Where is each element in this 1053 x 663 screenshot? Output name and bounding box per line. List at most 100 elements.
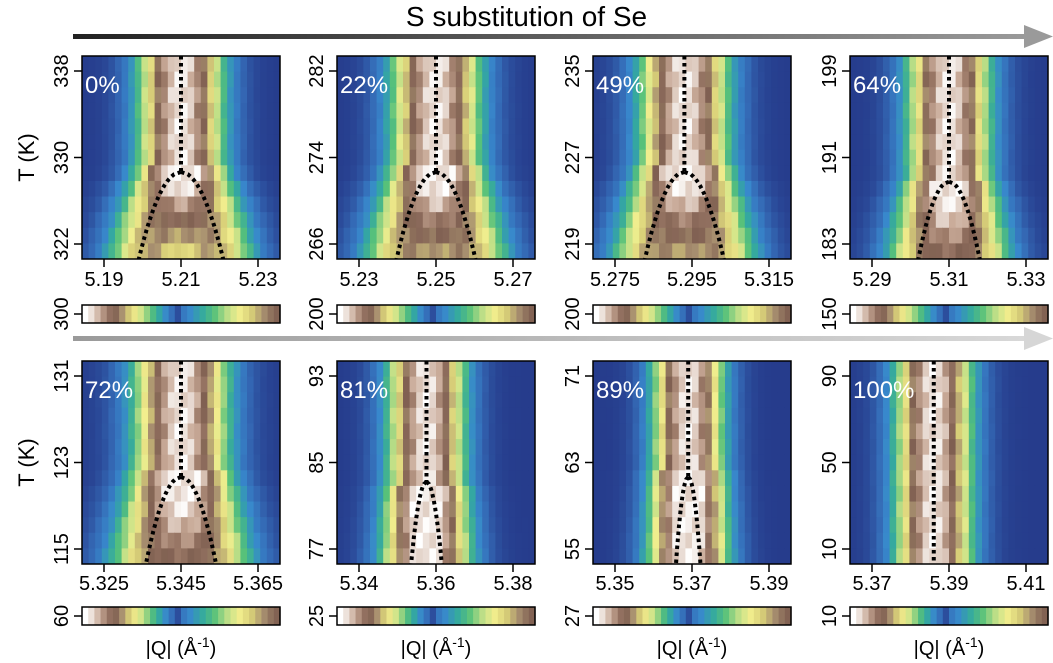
heatmap-cell (350, 517, 358, 534)
heatmap-cell (619, 243, 627, 259)
heatmap-cell (260, 71, 268, 88)
heatmap-cell (396, 56, 404, 73)
heatmap-cell (260, 423, 268, 440)
heatmap-cell (725, 470, 733, 487)
heatmap-cell (935, 165, 943, 182)
heatmap-cell (436, 212, 444, 229)
heatmap-cell (850, 423, 858, 440)
heatmap-cell (685, 517, 693, 534)
heatmap-cell (128, 423, 136, 440)
colorbar-segment (973, 305, 981, 323)
heatmap-cell (161, 87, 169, 104)
y-tick-label: 191 (819, 141, 841, 174)
heatmap-cell (758, 532, 766, 549)
heatmap-cell (916, 501, 924, 518)
heatmap-cell (850, 485, 858, 503)
heatmap-cell (889, 470, 897, 487)
heatmap-cell (771, 361, 779, 378)
heatmap-cell (665, 517, 673, 534)
heatmap-cell (101, 485, 109, 503)
heatmap-cell (273, 454, 280, 471)
colorbar-segment (766, 607, 774, 625)
heatmap-cell (422, 149, 430, 166)
heatmap-cell (1041, 407, 1048, 425)
heatmap-cell (389, 212, 397, 229)
heatmap-cell (869, 517, 877, 534)
heatmap-cell (528, 180, 535, 198)
heatmap-cell (705, 243, 713, 259)
heatmap-cell (515, 423, 523, 440)
heatmap-cell (337, 392, 345, 409)
heatmap-cell (639, 134, 647, 151)
heatmap-cell (1008, 134, 1016, 151)
heatmap-cell (678, 532, 686, 549)
heatmap-cell (1041, 118, 1048, 135)
heatmap-cell (88, 361, 96, 378)
heatmap-cell (383, 361, 391, 378)
heatmap-cell (194, 56, 202, 73)
heatmap-cell (876, 149, 884, 166)
heatmap-cell (1001, 87, 1009, 104)
heatmap-cell (115, 392, 123, 409)
heatmap-cell (101, 118, 109, 135)
heatmap-cell (606, 470, 614, 487)
heatmap-cell (181, 501, 189, 518)
heatmap-cell (632, 439, 640, 456)
colorbar-segment (1029, 607, 1037, 625)
heatmap-cell (612, 501, 620, 518)
heatmap-cell (1034, 501, 1042, 518)
heatmap-cell (88, 102, 96, 120)
heatmap-cell (962, 407, 970, 425)
heatmap-cell (260, 376, 268, 393)
heatmap-cell (883, 361, 891, 378)
heatmap-cell (975, 56, 983, 73)
heatmap-cell (515, 149, 523, 166)
heatmap-cell (521, 392, 529, 409)
heatmap-cell (200, 243, 208, 259)
heatmap-cell (645, 196, 653, 213)
heatmap-cell (1001, 212, 1009, 229)
heatmap-cell (134, 376, 142, 393)
heatmap-cell (593, 118, 601, 135)
heatmap-cell (751, 134, 759, 151)
heatmap-cell (363, 423, 371, 440)
heatmap-cell (665, 454, 673, 471)
heatmap-cell (442, 485, 450, 503)
heatmap-cell (988, 196, 996, 213)
heatmap-cell (82, 361, 90, 378)
heatmap-cell (128, 71, 136, 88)
heatmap-cell (606, 102, 614, 120)
heatmap-cell (639, 196, 647, 213)
heatmap-cell (869, 71, 877, 88)
heatmap-cell (482, 149, 490, 166)
heatmap-cell (731, 212, 739, 229)
heatmap-cell (396, 196, 404, 213)
heatmap-cell (337, 376, 345, 393)
heatmap-cell (337, 243, 345, 259)
heatmap-cell (652, 485, 660, 503)
heatmap-cell (88, 243, 96, 259)
heatmap-cell (902, 392, 910, 409)
heatmap-cell (955, 470, 963, 487)
heatmap-cell (725, 376, 733, 393)
heatmap-cell (462, 149, 470, 166)
heatmap-cell (220, 102, 228, 120)
heatmap-cell (1021, 102, 1029, 120)
heatmap-cell (1034, 361, 1042, 378)
heatmap-cell (488, 243, 496, 259)
heatmap-cell (935, 423, 943, 440)
colorbar-segment (918, 607, 925, 625)
heatmap-cell (916, 180, 924, 198)
heatmap-cell (108, 71, 116, 88)
heatmap-cell (82, 212, 90, 229)
heatmap-cell (95, 470, 103, 487)
colorbar-segment (417, 607, 425, 625)
heatmap-cell (134, 227, 142, 244)
heatmap-cell (876, 470, 884, 487)
heatmap-cell (652, 180, 660, 198)
heatmap-cell (1041, 392, 1048, 409)
heatmap-cell (108, 423, 116, 440)
heatmap-cell (416, 517, 424, 534)
heatmap-cell (181, 407, 189, 425)
